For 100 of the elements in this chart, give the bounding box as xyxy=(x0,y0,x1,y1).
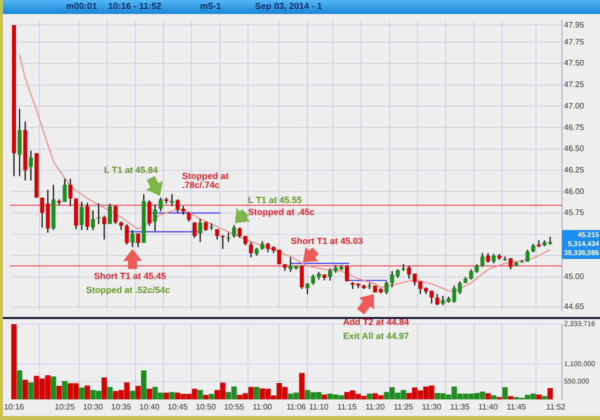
annotation: Exit All at 44.97 xyxy=(343,331,409,341)
bar xyxy=(28,382,34,400)
bar xyxy=(11,324,17,400)
bar xyxy=(491,395,496,400)
candlestick xyxy=(480,252,484,268)
bar xyxy=(198,390,203,400)
candlestick xyxy=(469,268,474,280)
candlestick xyxy=(62,178,67,202)
y-tick-label: 46.50 xyxy=(564,144,585,154)
candlestick xyxy=(198,218,202,243)
bar xyxy=(22,380,28,400)
y-tick-label: 46.75 xyxy=(564,122,585,132)
y-tick-label: 46.25 xyxy=(564,165,585,174)
bar xyxy=(141,370,146,400)
candlestick xyxy=(486,252,490,264)
candlestick xyxy=(390,270,394,288)
bar xyxy=(254,386,260,400)
x-tick-label: 11:10 xyxy=(309,402,330,412)
bar xyxy=(84,386,90,400)
x-tick-label: 11:20 xyxy=(365,402,386,412)
candlestick xyxy=(232,224,236,238)
candlestick xyxy=(158,197,163,212)
candlestick xyxy=(130,229,134,248)
candlestick xyxy=(243,235,248,246)
candlestick xyxy=(238,226,242,238)
y-tick-label: 47.25 xyxy=(564,80,585,90)
candlestick xyxy=(40,197,44,228)
bar xyxy=(502,387,508,400)
candlestick xyxy=(215,228,220,240)
text: m00:01 xyxy=(66,1,98,11)
candlestick xyxy=(85,202,90,231)
bar xyxy=(547,388,553,400)
candlestick xyxy=(96,202,101,225)
candlestick xyxy=(28,150,33,182)
candlestick xyxy=(508,258,513,270)
x-tick-label: 11:00 xyxy=(252,402,273,412)
candlestick xyxy=(108,202,112,225)
annotation: Stopped at .52c/54c xyxy=(86,284,170,294)
candlestick xyxy=(300,264,304,290)
annotation: Short T1 at 45.45 xyxy=(94,271,166,282)
bar xyxy=(203,394,209,400)
bar xyxy=(130,390,136,400)
bar xyxy=(62,381,68,400)
candlestick xyxy=(384,280,388,295)
x-tick-label: 11:06 xyxy=(286,402,306,412)
y-tick-label: 47.50 xyxy=(564,58,585,68)
annotation: Short T1 at 45.03 xyxy=(290,236,363,246)
x-tick-label: 11:15 xyxy=(337,402,358,412)
bar xyxy=(102,377,107,400)
bar xyxy=(164,392,170,400)
y-tick-label: 44.65 xyxy=(564,302,585,312)
x-tick-label: 10:25 xyxy=(54,402,76,412)
candlestick xyxy=(147,200,152,226)
annotation: L T1 at 45.55 xyxy=(248,194,302,205)
candlestick xyxy=(80,201,84,231)
x-tick-label: 11:30 xyxy=(422,402,442,412)
candlestick xyxy=(435,294,440,306)
candlestick xyxy=(114,204,118,225)
annotation: Stopped at .45c xyxy=(248,207,315,217)
text: Sep 03, 2014 - 1 xyxy=(255,1,322,11)
bar xyxy=(485,393,491,400)
bar xyxy=(135,386,141,400)
bar xyxy=(16,370,22,400)
bar xyxy=(56,386,62,400)
candlestick xyxy=(192,222,197,238)
candlestick xyxy=(153,204,158,232)
candlestick xyxy=(124,223,129,246)
x-tick-label: 10:45 xyxy=(168,402,188,412)
x-tick-label: 11:52 xyxy=(546,402,566,412)
bar xyxy=(536,394,542,400)
candlestick xyxy=(204,220,208,232)
x-tick-label: 11:25 xyxy=(394,402,414,412)
candlestick xyxy=(186,212,191,222)
annotation: L T1 at 45.84 xyxy=(104,165,158,175)
candlestick xyxy=(68,178,72,207)
bar xyxy=(508,396,514,400)
y-tick-label: 47.75 xyxy=(564,37,585,46)
x-tick-label: 10:16 xyxy=(4,402,25,412)
x-tick-label: 10:50 xyxy=(196,402,216,412)
x-tick-label: 10:35 xyxy=(111,402,132,412)
candlestick xyxy=(249,241,254,258)
y-tick-label: 47.00 xyxy=(564,101,585,110)
candlestick xyxy=(90,210,95,231)
y-tick-label: 47.95 xyxy=(564,20,585,30)
y-tick-label: 45.75 xyxy=(564,208,585,218)
y-tick-label: 45.00 xyxy=(564,272,585,282)
candlestick xyxy=(344,264,349,282)
candlestick xyxy=(220,234,225,250)
x-tick-label: 10:40 xyxy=(139,402,160,412)
candlestick xyxy=(492,253,496,264)
x-tick-label: 10:30 xyxy=(82,402,104,412)
candlestick xyxy=(458,280,462,295)
candlestick xyxy=(305,282,310,295)
candlestick xyxy=(226,232,230,243)
x-tick-label: 11:45 xyxy=(506,402,527,412)
bar xyxy=(79,387,84,400)
candlestick xyxy=(136,232,140,248)
x-tick-label: 10:55 xyxy=(224,402,245,412)
candlestick xyxy=(176,198,180,214)
bar xyxy=(322,394,328,400)
